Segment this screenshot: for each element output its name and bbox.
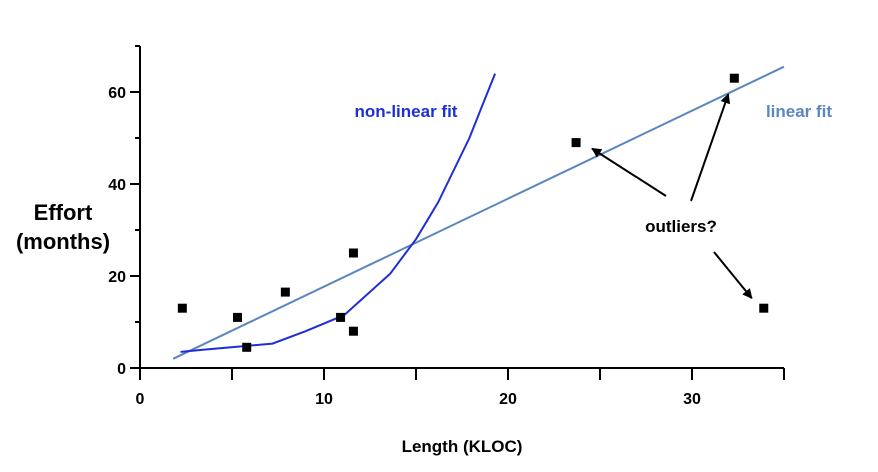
data-point (177, 303, 187, 313)
y-tick-label: 20 (108, 269, 126, 286)
y-axis-title-line1: Effort (34, 200, 93, 225)
linear-fit-line (172, 65, 785, 360)
data-point (242, 342, 252, 352)
data-point (233, 312, 243, 322)
data-point (348, 326, 358, 336)
x-tick-label: 0 (136, 391, 145, 408)
outliers-label: outliers? (645, 217, 717, 236)
axes: 0 10 20 30 0 20 40 60 (108, 45, 785, 408)
y-axis-title-line2: (months) (16, 229, 110, 254)
data-point (729, 73, 739, 83)
outlier-arrow (591, 147, 667, 197)
outlier-arrows (591, 93, 753, 299)
non-linear-fit-line (180, 73, 497, 353)
data-point (348, 248, 358, 258)
y-tick-label: 40 (108, 177, 126, 194)
y-tick-label: 60 (108, 85, 126, 102)
x-tick-label: 30 (683, 391, 701, 408)
outlier-arrow (713, 251, 753, 299)
x-tick-label: 10 (315, 391, 333, 408)
x-axis-title: Length (KLOC) (402, 437, 523, 456)
nonlinear-fit-label: non-linear fit (355, 102, 458, 121)
outlier-arrow (690, 93, 731, 202)
data-point (280, 287, 290, 297)
fit-lines (172, 65, 785, 360)
data-point (759, 303, 769, 313)
x-tick-label: 20 (499, 391, 517, 408)
linear-fit-label: linear fit (766, 102, 832, 121)
data-point (571, 138, 581, 148)
data-points (177, 73, 769, 352)
y-tick-label: 0 (117, 361, 126, 378)
data-point (336, 312, 346, 322)
